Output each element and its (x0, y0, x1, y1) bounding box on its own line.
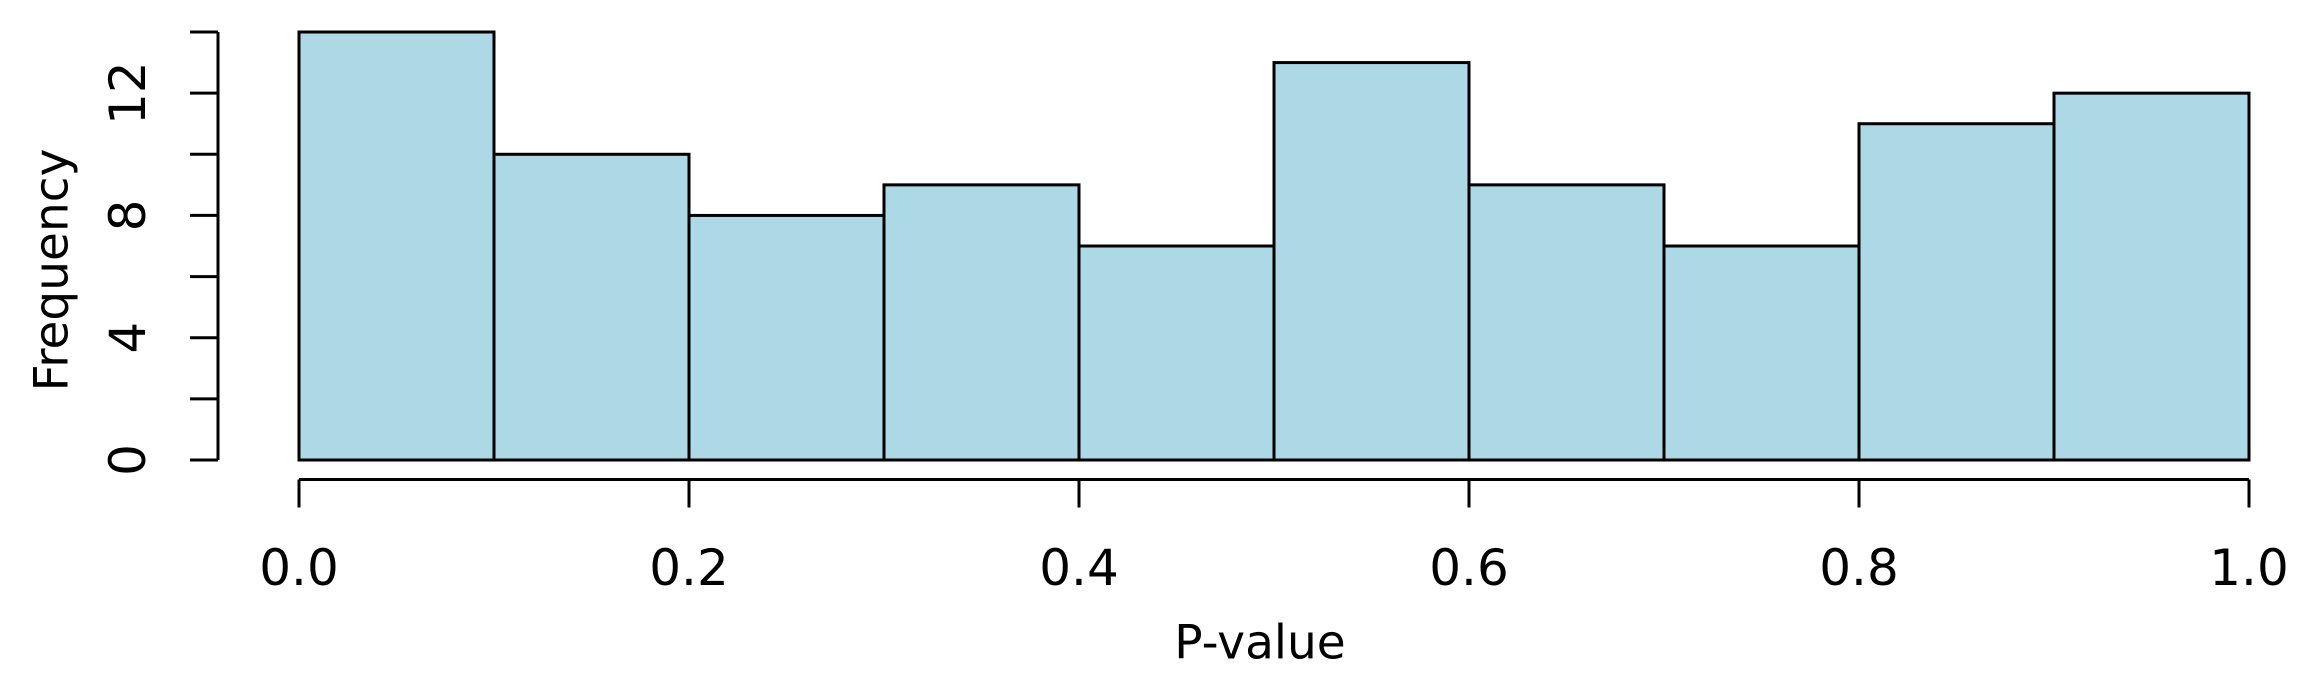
x-tick-label: 0.0 (259, 539, 339, 597)
y-axis-title: Frequency (25, 149, 80, 392)
x-tick-label: 0.6 (1429, 539, 1509, 597)
histogram-bar (492, 152, 691, 462)
x-axis-title: P-value (1174, 616, 1345, 671)
y-tick-label: 12 (99, 61, 157, 125)
histogram-bar (2052, 91, 2251, 462)
y-tick-label: 0 (99, 444, 157, 476)
histogram-bar (882, 183, 1081, 462)
histogram-bar (1272, 61, 1471, 462)
histogram-bar (297, 30, 496, 462)
histogram-bar (1467, 183, 1666, 462)
histogram-bar (1077, 244, 1276, 462)
histogram-bar (1857, 122, 2056, 462)
x-tick-label: 1.0 (2209, 539, 2289, 597)
y-tick-label: 8 (99, 200, 157, 232)
histogram-bar (1662, 244, 1861, 462)
x-tick-label: 0.4 (1039, 539, 1119, 597)
histogram-bar (687, 213, 886, 462)
x-tick-label: 0.8 (1819, 539, 1899, 597)
y-tick-label: 4 (99, 322, 157, 354)
x-tick-label: 0.2 (649, 539, 729, 597)
